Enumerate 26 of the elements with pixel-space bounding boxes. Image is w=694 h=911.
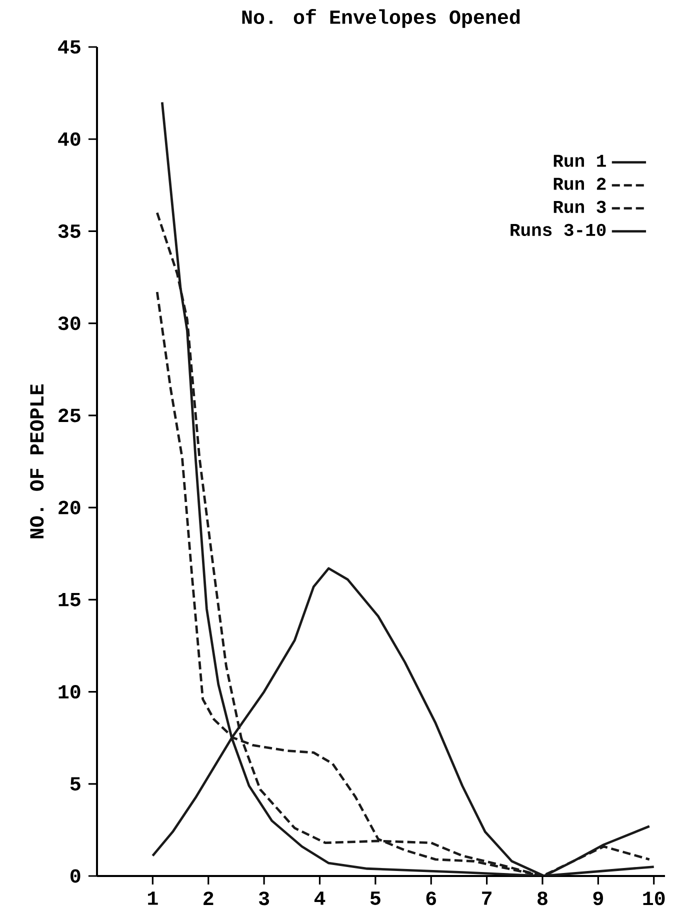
chart-title: No. of Envelopes Opened [242, 8, 520, 28]
y-tick-label: 30 [58, 316, 80, 330]
y-tick-label: 45 [58, 40, 80, 54]
y-tick-label: 25 [58, 408, 80, 422]
x-tick-label: 7 [482, 892, 492, 905]
y-tick-label: 40 [58, 132, 80, 146]
y-axis-title: NO. OF PEOPLE [30, 384, 44, 538]
x-tick-label: 6 [426, 892, 436, 906]
x-tick-label: 4 [314, 892, 326, 905]
x-tick-label: 5 [370, 892, 380, 905]
y-tick-label: 35 [58, 224, 80, 238]
legend-label: Run 3 [554, 200, 606, 214]
x-tick-label: 8 [538, 892, 548, 906]
x-tick-label: 9 [593, 892, 603, 906]
x-tick-label: 3 [258, 892, 270, 906]
y-tick-label: 15 [58, 592, 80, 606]
legend-label: Run 2 [554, 178, 606, 190]
y-tick-label: 5 [70, 777, 80, 791]
legend-label: Runs 3-10 [510, 224, 606, 236]
y-tick-label: 10 [58, 684, 80, 699]
y-tick-label: 0 [70, 869, 80, 883]
x-tick-label: 10 [643, 892, 665, 906]
y-tick-label: 20 [58, 500, 80, 514]
x-tick-label: 2 [204, 892, 214, 905]
legend-label: Run 1 [554, 154, 606, 167]
x-tick-label: 1 [148, 892, 158, 905]
